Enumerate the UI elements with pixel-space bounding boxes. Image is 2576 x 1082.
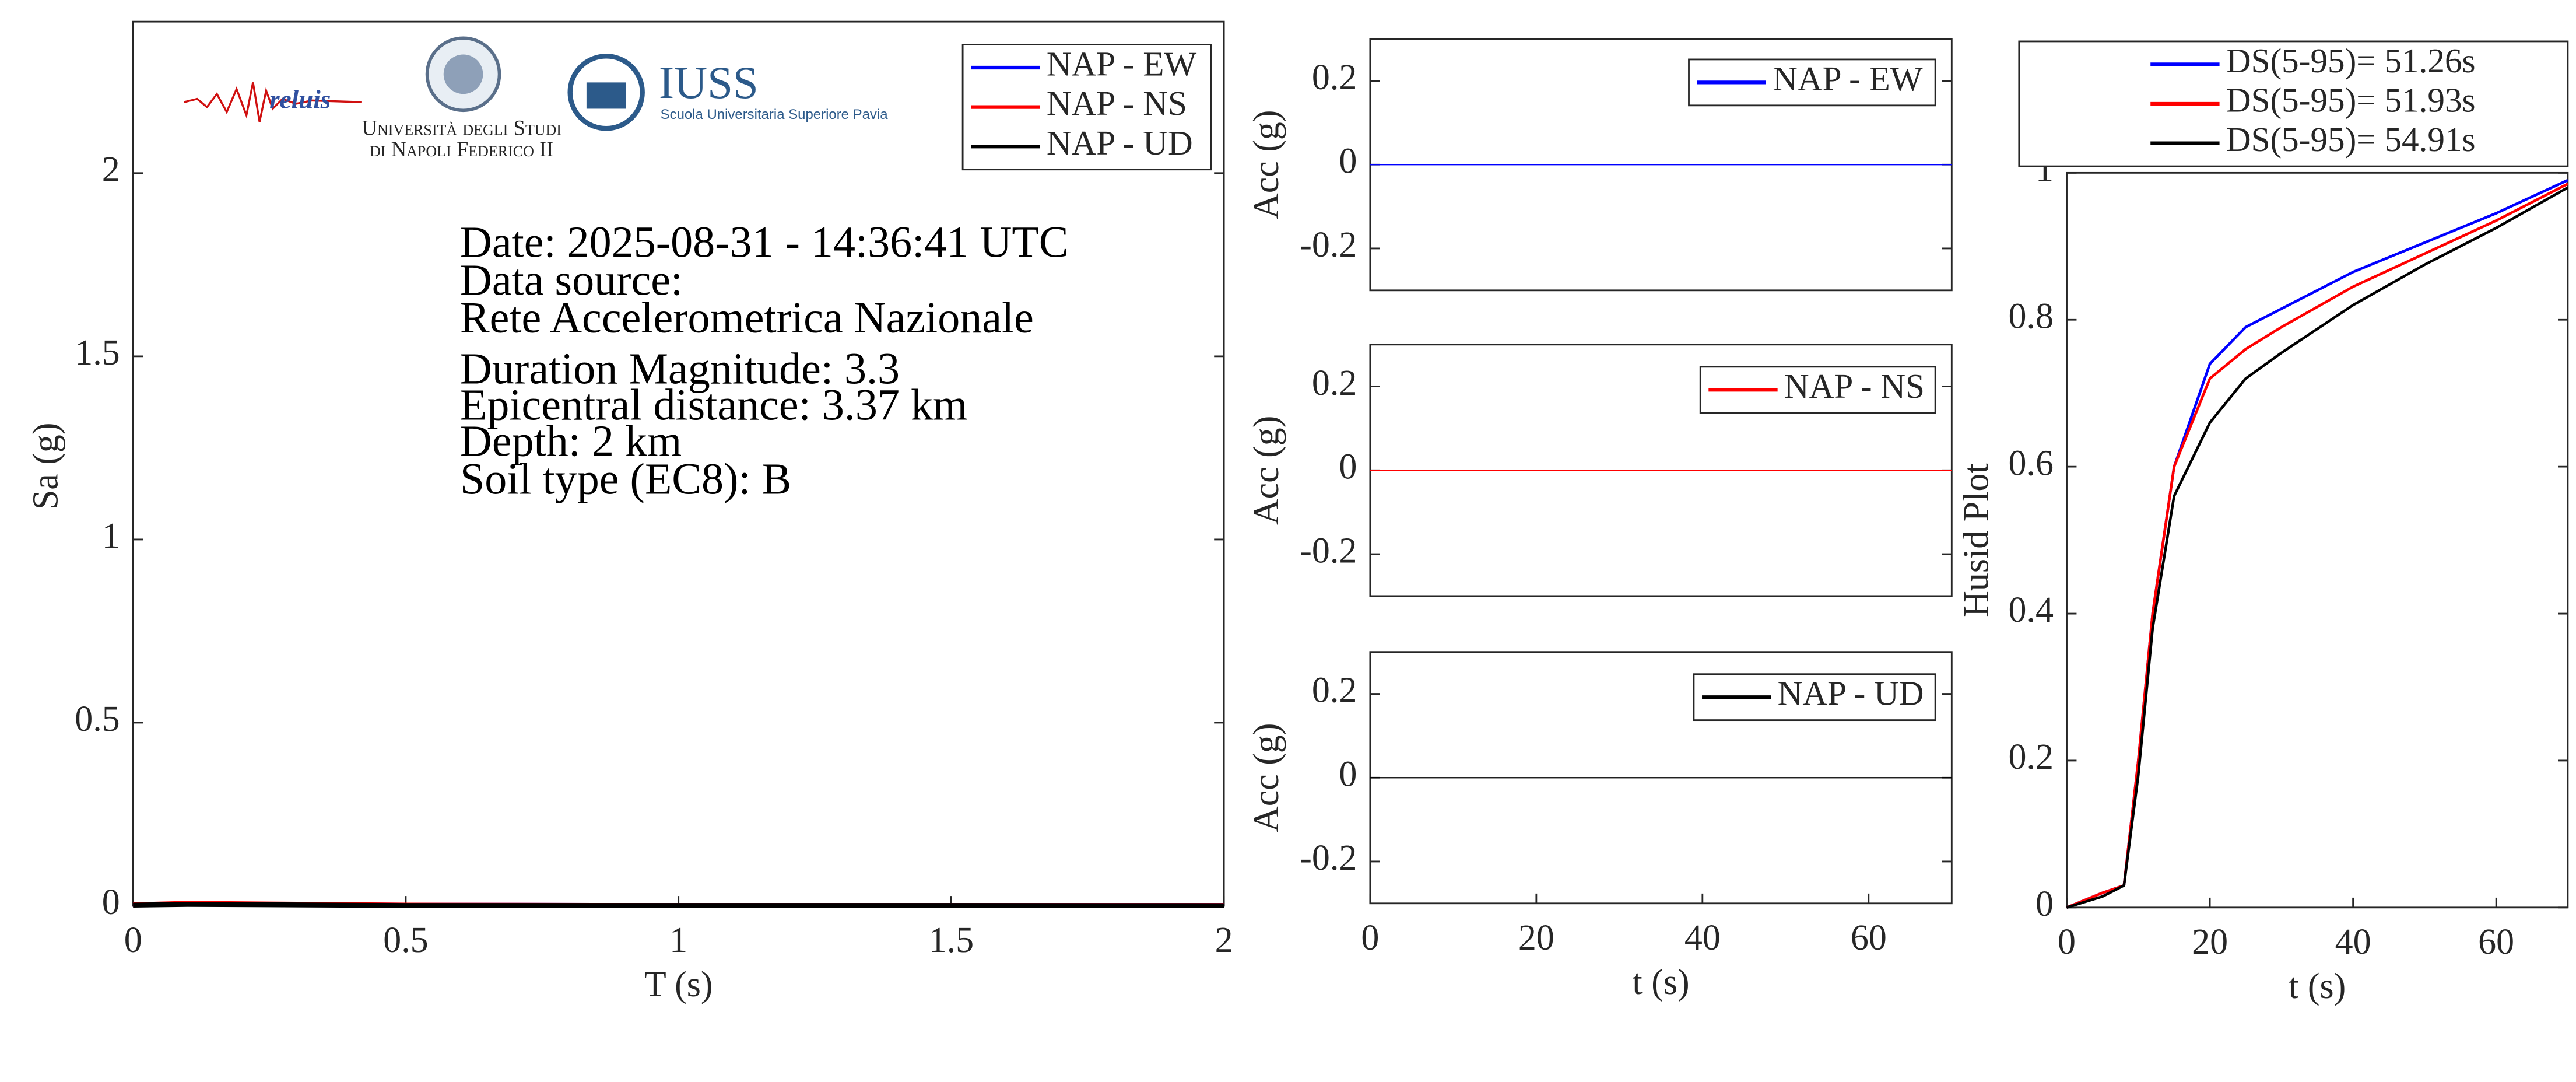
legend-label: NAP - EW	[1773, 59, 1923, 98]
x-tick-label: 0	[124, 920, 142, 960]
x-axis-label: t (s)	[2289, 967, 2346, 1006]
reluis-text: reluis	[269, 85, 331, 114]
x-axis-label: t (s)	[1633, 962, 1690, 1002]
logos: reluis Università degli Studi di Napoli …	[184, 36, 889, 161]
y-tick-label: 2	[102, 150, 120, 190]
series-line	[2066, 186, 2569, 909]
annotation: Epicentral distance: 3.37 km	[460, 381, 967, 430]
x-tick-label: 20	[1518, 918, 1554, 958]
y-tick-label: 0.4	[2009, 590, 2054, 630]
x-tick-label: 40	[1684, 918, 1721, 958]
legend-label: NAP - UD	[1047, 124, 1193, 162]
legend-label: NAP - EW	[1047, 45, 1197, 83]
iuss-text: IUSS	[659, 58, 759, 108]
iuss-seal-core	[586, 82, 626, 109]
x-tick-label: 60	[1851, 918, 1887, 958]
x-tick-label: 0	[2058, 922, 2076, 962]
annotation: Depth: 2 km	[460, 417, 682, 466]
y-axis-label: Acc (g)	[1247, 723, 1286, 832]
y-tick-label: 0	[1339, 754, 1357, 794]
x-tick-label: 2	[1215, 920, 1233, 960]
x-tick-label: 0.5	[383, 920, 428, 960]
iuss-sub: Scuola Universitaria Superiore Pavia	[661, 107, 889, 122]
y-axis-label: Acc (g)	[1247, 416, 1286, 526]
legend-label: DS(5-95)= 51.93s	[2226, 81, 2476, 120]
y-tick-label: -0.2	[1300, 225, 1357, 265]
unina-seal-core	[443, 54, 483, 94]
unina-text: Università degli Studi	[362, 116, 561, 140]
y-tick-label: 0	[1339, 141, 1357, 181]
annotation: Soil type (EC8): B	[460, 454, 791, 503]
y-tick-label: 0	[1339, 447, 1357, 487]
annotation: Data source:	[460, 255, 683, 304]
y-axis-label: Sa (g)	[26, 422, 66, 510]
x-tick-label: 60	[2478, 922, 2514, 962]
legend-label: NAP - NS	[1047, 84, 1187, 122]
y-tick-label: 1	[102, 516, 120, 556]
legend-label: DS(5-95)= 54.91s	[2226, 120, 2476, 159]
legend-box	[2018, 40, 2569, 167]
y-tick-label: 0.2	[1312, 58, 1357, 97]
y-tick-label: 0.6	[2009, 443, 2054, 483]
x-tick-label: 1	[669, 920, 687, 960]
x-tick-label: 20	[2192, 922, 2228, 962]
annotation: Date: 2025-08-31 - 14:36:41 UTC	[460, 218, 1069, 267]
y-tick-label: -0.2	[1300, 838, 1357, 878]
y-tick-label: 0.2	[1312, 671, 1357, 710]
reluis-wave	[184, 82, 362, 122]
series-line	[133, 902, 1224, 908]
y-tick-label: 0.2	[1312, 363, 1357, 403]
x-tick-label: 40	[2335, 922, 2371, 962]
y-axis-label: Acc (g)	[1247, 110, 1286, 220]
y-tick-label: -0.2	[1300, 531, 1357, 570]
x-tick-label: 1.5	[929, 920, 974, 960]
y-tick-label: 0	[102, 883, 120, 922]
legend-label: NAP - UD	[1778, 674, 1924, 713]
legend-label: DS(5-95)= 51.26s	[2226, 41, 2476, 80]
y-tick-label: 1.5	[75, 333, 120, 373]
y-tick-label: 0	[2035, 884, 2054, 924]
legend-label: NAP - NS	[1784, 367, 1925, 405]
y-tick-label: 0.5	[75, 699, 120, 739]
y-axis-label: Husid Plot	[1956, 463, 1996, 617]
x-axis-label: T (s)	[644, 965, 713, 1004]
unina-text: di Napoli Federico II	[370, 137, 553, 161]
x-tick-label: 0	[1361, 918, 1379, 958]
y-tick-label: 0.2	[2009, 737, 2054, 777]
axes-box	[2066, 171, 2569, 909]
y-tick-label: 0.8	[2009, 296, 2054, 336]
annotation: Duration Magnitude: 3.3	[460, 345, 900, 394]
annotation: Rete Accelerometrica Nazionale	[460, 293, 1034, 342]
